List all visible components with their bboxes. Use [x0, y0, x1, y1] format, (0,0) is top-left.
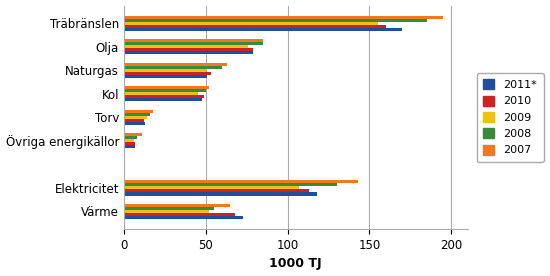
Bar: [124, 116, 147, 119]
Bar: [124, 45, 248, 48]
Bar: [124, 133, 142, 136]
Bar: [124, 186, 299, 189]
Bar: [124, 216, 243, 219]
Legend: 2011*, 2010, 2009, 2008, 2007: 2011*, 2010, 2009, 2008, 2007: [476, 73, 543, 162]
Bar: [124, 25, 386, 28]
Bar: [124, 16, 443, 19]
Bar: [124, 183, 337, 186]
Bar: [124, 136, 137, 139]
Bar: [124, 48, 253, 51]
Bar: [124, 210, 209, 213]
Bar: [124, 92, 197, 95]
Bar: [124, 139, 134, 142]
Bar: [124, 75, 207, 78]
Bar: [124, 213, 235, 216]
Bar: [124, 110, 153, 113]
Bar: [124, 69, 206, 72]
Bar: [124, 192, 317, 195]
Bar: [124, 22, 377, 25]
Bar: [124, 142, 135, 145]
Bar: [124, 189, 309, 192]
Bar: [124, 95, 204, 99]
Bar: [124, 72, 211, 75]
Bar: [124, 51, 253, 54]
Bar: [124, 99, 202, 102]
Bar: [124, 66, 222, 69]
Bar: [124, 204, 230, 207]
Bar: [124, 86, 209, 89]
Bar: [124, 28, 402, 31]
Bar: [124, 113, 150, 116]
Bar: [124, 207, 214, 210]
Bar: [124, 63, 227, 66]
Bar: [124, 180, 358, 183]
Bar: [124, 89, 206, 92]
Bar: [124, 122, 145, 125]
Bar: [124, 145, 135, 148]
Bar: [124, 119, 144, 122]
Bar: [124, 42, 263, 45]
Bar: [124, 19, 427, 22]
Bar: [124, 39, 263, 42]
X-axis label: 1000 TJ: 1000 TJ: [270, 258, 322, 270]
